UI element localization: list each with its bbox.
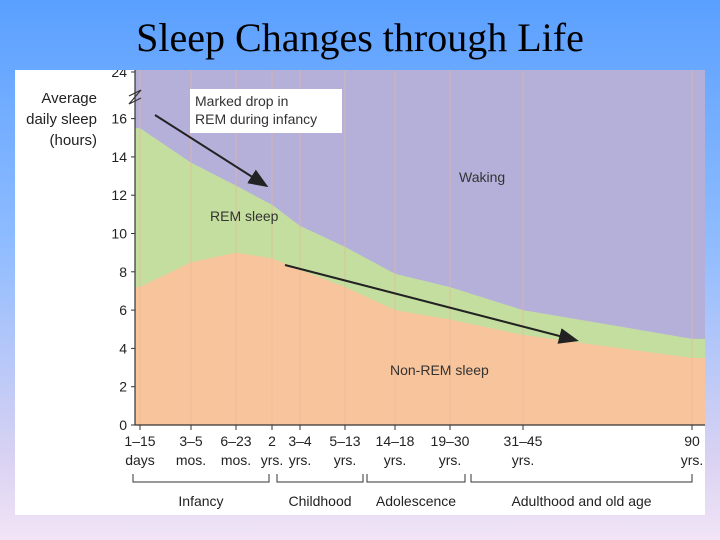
y-axis-label-line: daily sleep xyxy=(26,111,97,128)
y-tick-label: 4 xyxy=(119,340,127,356)
x-tick-label-bottom: days xyxy=(125,452,155,468)
slide-title: Sleep Changes through Life xyxy=(136,15,584,60)
stage-label: Childhood xyxy=(288,493,351,509)
y-axis-label-line: Average xyxy=(41,90,97,107)
y-tick-label: 2 xyxy=(119,379,127,395)
x-tick-label-top: 90 xyxy=(684,433,700,449)
x-tick-label-bottom: yrs. xyxy=(261,452,284,468)
y-tick-label: 10 xyxy=(111,226,127,242)
x-tick-label-top: 2 xyxy=(268,433,276,449)
x-tick-label-bottom: mos. xyxy=(176,452,206,468)
x-tick-label-top: 5–13 xyxy=(329,433,360,449)
rem-drop-arrow xyxy=(154,114,269,188)
callout-text-line: REM during infancy xyxy=(195,111,317,127)
stage-label: Infancy xyxy=(178,493,223,509)
area-layers xyxy=(135,70,705,426)
chart-panel: 0 2 4 6 8 10 12 14 16 24 Average daily sleep (hours)… xyxy=(15,70,705,515)
axis-break-icon xyxy=(128,89,142,105)
x-tick-label-bottom: yrs. xyxy=(681,452,704,468)
x-tick-label-bottom: yrs. xyxy=(384,452,407,468)
x-tick-label-bottom: yrs. xyxy=(512,452,535,468)
stage-bracket xyxy=(132,474,270,483)
stage-label: Adolescence xyxy=(376,493,456,509)
y-axis-label-line: (hours) xyxy=(49,132,97,149)
nonrem-area xyxy=(135,252,705,425)
y-tick-label: 24 xyxy=(111,70,127,80)
series-label-non-rem-sleep: Non-REM sleep xyxy=(390,362,489,378)
x-tick-label-bottom: yrs. xyxy=(289,452,312,468)
stage-bracket xyxy=(470,474,693,483)
x-tick-label-top: 1–15 xyxy=(124,433,155,449)
nonrem-decline-arrow xyxy=(284,264,579,344)
series-label-rem-sleep: REM sleep xyxy=(210,208,279,224)
x-tick-label-top: 19–30 xyxy=(431,433,470,449)
x-tick-label-bottom: yrs. xyxy=(439,452,462,468)
x-axis: 1–15days3–5mos.6–23mos.2yrs.3–4yrs.5–13y… xyxy=(124,424,705,509)
series-label-waking: Waking xyxy=(459,169,505,185)
y-tick-label: 12 xyxy=(111,187,127,203)
x-tick-label-top: 6–23 xyxy=(220,433,251,449)
stage-bracket xyxy=(276,474,364,483)
x-tick-label-top: 14–18 xyxy=(376,433,415,449)
y-tick-label: 8 xyxy=(119,264,127,280)
y-tick-label: 16 xyxy=(111,111,127,127)
x-tick-label-top: 3–5 xyxy=(179,433,203,449)
callout-text-line: Marked drop in xyxy=(195,93,288,109)
x-tick-label-top: 31–45 xyxy=(504,433,543,449)
gridlines xyxy=(139,70,693,425)
x-tick-label-bottom: yrs. xyxy=(334,452,357,468)
y-tick-label: 0 xyxy=(119,417,127,433)
stage-bracket xyxy=(366,474,466,483)
y-tick-label: 14 xyxy=(111,149,127,165)
stage-label: Adulthood and old age xyxy=(511,493,651,509)
region-labels: Non-REM sleep REM sleep Waking Marked drop … xyxy=(154,89,579,378)
callout-box xyxy=(190,89,342,133)
x-tick-label-bottom: mos. xyxy=(221,452,251,468)
x-tick-label-top: 3–4 xyxy=(288,433,312,449)
y-tick-label: 6 xyxy=(119,302,127,318)
